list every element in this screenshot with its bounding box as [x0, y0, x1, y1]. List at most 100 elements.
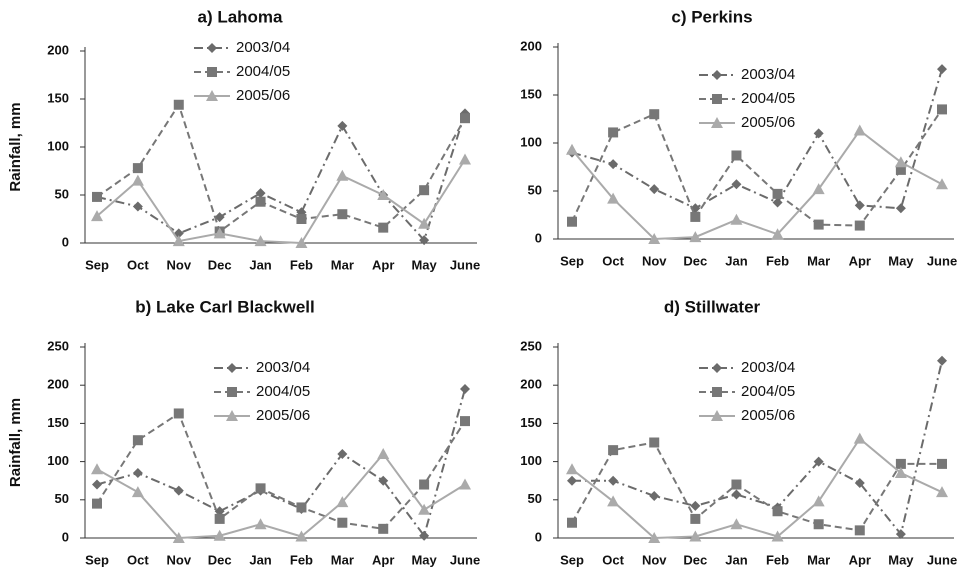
- marker-triangle: [853, 124, 866, 136]
- series-line: [571, 108, 943, 227]
- y-tick-label: 50: [55, 491, 69, 506]
- x-tick-label: Oct: [127, 552, 149, 567]
- marker-diamond: [337, 120, 348, 131]
- x-tick-label: Dec: [208, 257, 232, 272]
- marker-diamond: [937, 355, 947, 366]
- x-tick-label: Dec: [683, 552, 707, 567]
- series-line: [96, 158, 466, 245]
- x-tick-label: Nov: [166, 257, 191, 272]
- marker-diamond: [173, 485, 184, 496]
- marker-square: [712, 94, 722, 104]
- legend-label: 2004/05: [236, 63, 290, 80]
- marker-diamond: [854, 477, 865, 488]
- chart-title: b) Lake Carl Blackwell: [135, 297, 315, 316]
- marker-diamond: [690, 500, 701, 511]
- marker-square: [92, 498, 102, 509]
- marker-diamond: [937, 64, 947, 75]
- marker-triangle: [418, 217, 431, 229]
- marker-triangle: [131, 174, 144, 186]
- marker-triangle: [812, 495, 825, 507]
- y-tick-label: 200: [47, 377, 69, 392]
- x-tick-label: June: [927, 552, 957, 567]
- x-tick-label: Jan: [249, 257, 271, 272]
- marker-diamond: [378, 475, 389, 486]
- marker-square: [173, 99, 184, 110]
- marker-triangle: [459, 478, 471, 490]
- marker-square: [772, 188, 783, 199]
- marker-square: [772, 506, 783, 517]
- marker-triangle: [172, 532, 185, 543]
- y-tick-label: 100: [47, 138, 69, 153]
- x-tick-label: Mar: [807, 253, 830, 268]
- marker-diamond: [712, 363, 722, 373]
- marker-square: [895, 458, 906, 469]
- marker-square: [895, 164, 906, 175]
- y-tick-label: 100: [520, 134, 542, 149]
- x-tick-label: Mar: [331, 552, 354, 567]
- marker-diamond: [419, 235, 430, 246]
- legend-label: 2005/06: [236, 87, 290, 104]
- marker-square: [649, 437, 660, 448]
- marker-square: [132, 435, 143, 446]
- series-line: [571, 68, 943, 210]
- series-line: [96, 113, 466, 243]
- legend-label: 2003/04: [741, 359, 795, 376]
- marker-square: [419, 185, 430, 196]
- x-tick-label: Apr: [372, 552, 394, 567]
- x-tick-label: June: [450, 552, 480, 567]
- marker-triangle: [206, 90, 218, 101]
- x-tick-label: Feb: [290, 257, 313, 272]
- y-tick-label: 50: [528, 182, 542, 197]
- marker-triangle: [566, 463, 578, 475]
- marker-diamond: [813, 128, 824, 139]
- x-tick-label: Mar: [807, 552, 830, 567]
- marker-diamond: [854, 200, 865, 211]
- marker-square: [854, 525, 865, 536]
- marker-square: [690, 513, 701, 524]
- legend-label: 2004/05: [741, 383, 795, 400]
- x-tick-label: Oct: [602, 552, 624, 567]
- marker-square: [337, 517, 348, 528]
- series-line: [571, 437, 943, 540]
- marker-square: [255, 196, 266, 207]
- marker-diamond: [731, 179, 742, 190]
- marker-triangle: [213, 529, 226, 541]
- marker-square: [92, 191, 102, 202]
- marker-diamond: [214, 212, 225, 223]
- marker-triangle: [711, 117, 723, 128]
- x-tick-label: May: [411, 552, 437, 567]
- series-line: [96, 452, 466, 540]
- marker-triangle: [648, 233, 661, 244]
- y-tick-label: 0: [535, 529, 542, 544]
- x-tick-label: Oct: [602, 253, 624, 268]
- marker-triangle: [459, 153, 471, 165]
- y-tick-label: 0: [535, 230, 542, 245]
- x-tick-label: Sep: [560, 552, 584, 567]
- x-tick-label: Sep: [85, 257, 109, 272]
- marker-triangle: [254, 518, 267, 530]
- x-tick-label: May: [888, 552, 914, 567]
- marker-square: [937, 458, 947, 469]
- marker-square: [608, 127, 619, 138]
- y-tick-label: 150: [520, 415, 542, 430]
- marker-square: [813, 219, 824, 230]
- y-tick-label: 150: [47, 90, 69, 105]
- marker-square: [567, 517, 577, 528]
- marker-diamond: [712, 70, 722, 80]
- marker-diamond: [227, 363, 237, 373]
- x-tick-label: Nov: [166, 552, 191, 567]
- marker-square: [854, 220, 865, 231]
- x-tick-label: June: [927, 253, 957, 268]
- x-tick-label: Jan: [725, 552, 747, 567]
- marker-square: [296, 214, 307, 224]
- series-line: [96, 388, 466, 538]
- marker-triangle: [91, 210, 103, 222]
- marker-square: [227, 387, 237, 397]
- x-tick-label: Dec: [208, 552, 232, 567]
- marker-triangle: [172, 235, 185, 247]
- x-tick-label: May: [411, 257, 437, 272]
- marker-diamond: [132, 468, 143, 479]
- y-tick-label: 250: [47, 338, 69, 353]
- marker-triangle: [771, 530, 784, 542]
